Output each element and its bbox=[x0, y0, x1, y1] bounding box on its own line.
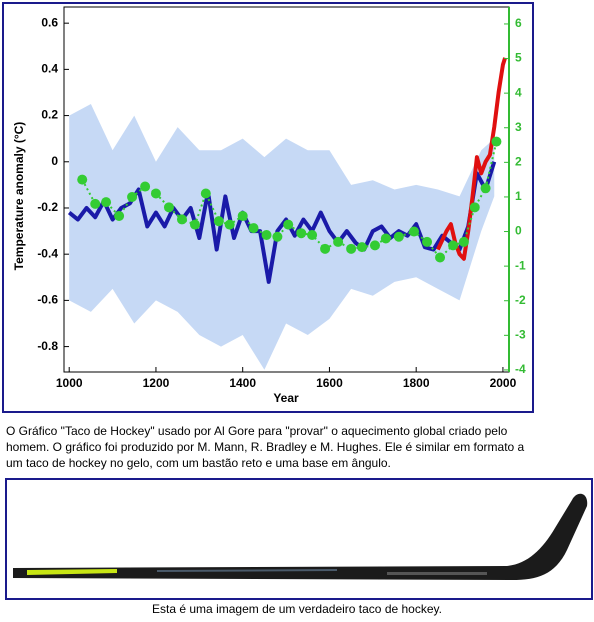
series-marker bbox=[491, 136, 502, 147]
y2-tick-label: 0 bbox=[515, 224, 522, 238]
y2-tick-label: 3 bbox=[515, 120, 522, 134]
x-axis-label: Year bbox=[273, 391, 299, 405]
y-tick-label: 0.4 bbox=[41, 62, 58, 76]
series-line bbox=[436, 57, 508, 261]
series-marker bbox=[435, 252, 446, 263]
series-marker bbox=[189, 219, 200, 230]
y2-tick-label: -3 bbox=[515, 327, 526, 341]
series-marker bbox=[237, 210, 248, 221]
chart: Year Temperature anomaly (°C) 1000 1200 14… bbox=[12, 6, 526, 405]
image-frame bbox=[5, 478, 593, 600]
y-tick-label: 0 bbox=[51, 154, 58, 168]
x-tick-label: 1600 bbox=[316, 376, 343, 390]
y2-tick-label: 6 bbox=[515, 16, 522, 30]
series-marker bbox=[176, 214, 187, 225]
series-marker bbox=[127, 191, 138, 202]
series-marker bbox=[150, 188, 161, 199]
series-marker bbox=[272, 231, 283, 242]
series-marker bbox=[101, 197, 112, 208]
series-marker bbox=[480, 183, 491, 194]
y-tick-label: -0.6 bbox=[37, 293, 58, 307]
series-marker bbox=[90, 198, 101, 209]
x-tick-label: 2000 bbox=[490, 376, 517, 390]
series-marker bbox=[448, 240, 459, 251]
y2-tick-label: -2 bbox=[515, 293, 526, 307]
y-tick-label: 0.2 bbox=[41, 108, 58, 122]
chart-frame: Year Temperature anomaly (°C) 1000 1200 14… bbox=[2, 2, 534, 413]
series-marker bbox=[261, 229, 272, 240]
series-marker bbox=[469, 202, 480, 213]
series-marker bbox=[296, 228, 307, 239]
series-marker bbox=[380, 233, 391, 244]
y2-tick-label: 4 bbox=[515, 85, 522, 99]
series-marker bbox=[369, 240, 380, 251]
y-tick-label: -0.8 bbox=[37, 339, 58, 353]
series-marker bbox=[200, 188, 211, 199]
x-tick-label: 1000 bbox=[56, 376, 83, 390]
caption: O Gráfico "Taco de Hockey" usado por Al … bbox=[6, 424, 525, 470]
y-tick-label: -0.4 bbox=[37, 246, 58, 260]
series-marker bbox=[140, 181, 151, 192]
series-marker bbox=[320, 243, 331, 254]
series-marker bbox=[422, 236, 433, 247]
series-marker bbox=[224, 219, 235, 230]
series-marker bbox=[356, 242, 367, 253]
y-tick-label: -0.2 bbox=[37, 200, 58, 214]
series-marker bbox=[333, 236, 344, 247]
y-tick-label: 0.6 bbox=[41, 15, 58, 29]
series-marker bbox=[248, 223, 259, 234]
series-marker bbox=[163, 202, 174, 213]
series-marker bbox=[114, 210, 125, 221]
series-marker bbox=[283, 219, 294, 230]
caption: Esta é uma imagem de um verdadeiro taco … bbox=[152, 602, 442, 616]
hockey-stick-image bbox=[13, 493, 588, 580]
x-tick-label: 1800 bbox=[403, 376, 430, 390]
series-marker bbox=[213, 216, 224, 227]
y2-tick-label: 1 bbox=[515, 189, 522, 203]
x-tick-label: 1200 bbox=[143, 376, 170, 390]
x-tick-label: 1400 bbox=[229, 376, 256, 390]
y2-tick-label: 5 bbox=[515, 51, 522, 65]
y2-tick-label: 2 bbox=[515, 155, 522, 169]
series-marker bbox=[393, 231, 404, 242]
series-marker bbox=[409, 226, 420, 237]
series-marker bbox=[458, 236, 469, 247]
series-marker bbox=[346, 243, 357, 254]
y2-tick-label: -4 bbox=[515, 362, 526, 376]
y-axis-label: Temperature anomaly (°C) bbox=[12, 122, 26, 271]
series-marker bbox=[307, 229, 318, 240]
series-marker bbox=[77, 174, 88, 185]
y2-tick-label: -1 bbox=[515, 258, 526, 272]
